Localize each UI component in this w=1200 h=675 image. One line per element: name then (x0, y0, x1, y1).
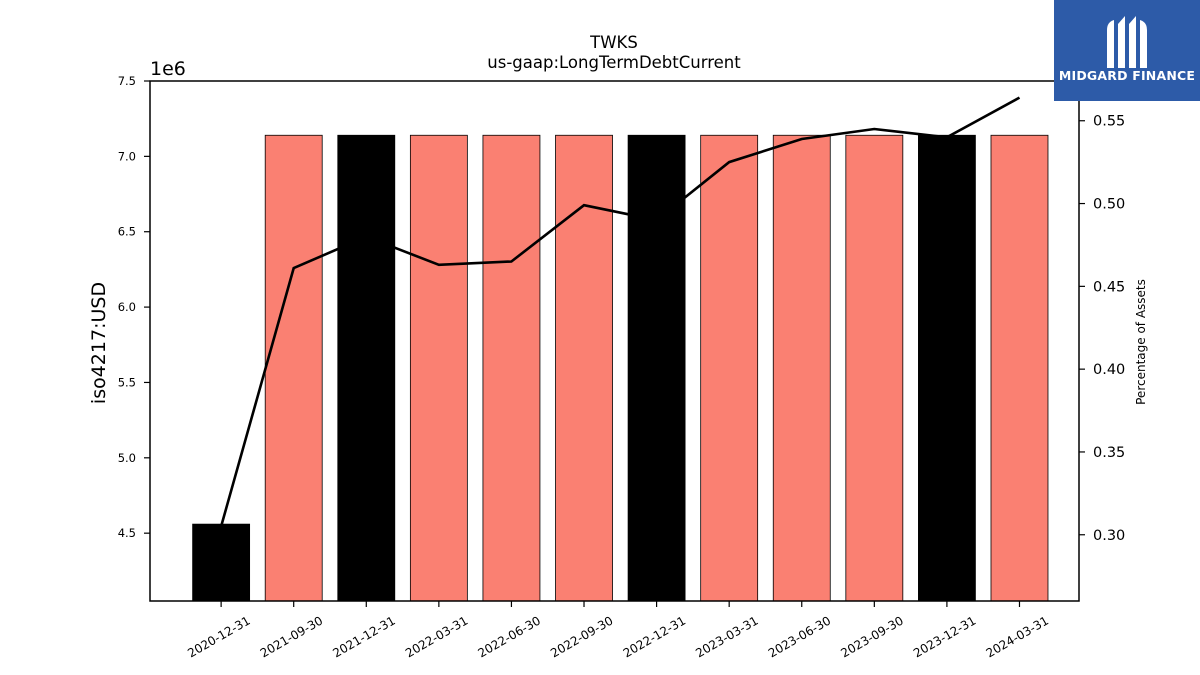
y2-tick-label: 0.40 (1093, 362, 1125, 378)
x-tick-label: 2020-12-31 (185, 613, 252, 660)
bar-2022-06-30 (482, 134, 541, 602)
y2-tick-label: 0.35 (1093, 445, 1125, 461)
bar-2021-09-30 (264, 134, 323, 602)
x-tick-label: 2021-12-31 (330, 613, 397, 660)
y-tick-label: 6.0 (118, 300, 136, 314)
logo-text: MIDGARD FINANCE (1058, 68, 1196, 83)
y-tick-label: 6.5 (118, 225, 136, 239)
x-tick-label: 2022-12-31 (621, 613, 688, 660)
bar-2023-03-31 (700, 134, 759, 602)
y-tick-label: 4.5 (118, 526, 136, 540)
midgard-finance-logo: MIDGARD FINANCE (1054, 0, 1200, 101)
y-tick-label: 5.5 (118, 375, 136, 389)
secondary-y-axis: 0.30 0.35 0.40 0.45 0.50 0.55 (1079, 114, 1125, 544)
y-tick-label: 7.5 (118, 74, 136, 88)
percentage-line (219, 96, 1021, 527)
x-tick-label: 2023-03-31 (693, 613, 760, 660)
bar-2022-03-31 (409, 134, 468, 602)
y-axis-label: iso4217:USD (88, 282, 110, 404)
chart-title: TWKS (589, 33, 638, 52)
logo-mark-icon (1107, 16, 1147, 68)
y-tick-label: 7.0 (118, 149, 136, 163)
bar-2022-09-30 (555, 134, 613, 602)
y-tick-label: 5.0 (118, 451, 136, 465)
y2-tick-label: 0.45 (1093, 279, 1125, 295)
chart-subtitle: us-gaap:LongTermDebtCurrent (487, 53, 741, 72)
y-axis: 4.5 5.0 5.5 6.0 6.5 7.0 7.5 (118, 74, 150, 540)
x-tick-label: 2022-03-31 (403, 613, 470, 660)
bar-2023-06-30 (772, 134, 831, 602)
x-tick-label: 2023-06-30 (766, 613, 833, 660)
bar-2020-12-31 (192, 523, 251, 602)
y2-tick-label: 0.50 (1093, 197, 1125, 213)
y2-axis-label: Percentage of Assets (1134, 279, 1148, 405)
bars-layer (192, 134, 1049, 602)
x-tick-label: 2022-09-30 (548, 613, 615, 660)
bar-2023-09-30 (845, 134, 904, 602)
bar-2023-12-31 (918, 134, 976, 602)
y-offset-label: 1e6 (150, 58, 186, 80)
bar-2022-12-31 (627, 134, 686, 602)
bar-2021-12-31 (337, 134, 396, 602)
x-tick-label: 2023-12-31 (911, 613, 978, 660)
x-tick-label: 2024-03-31 (984, 613, 1051, 660)
x-tick-label: 2023-09-30 (838, 613, 905, 660)
x-tick-label: 2022-06-30 (476, 613, 543, 660)
plot-frame (149, 80, 1080, 602)
bar-2024-03-31 (990, 134, 1049, 602)
y2-tick-label: 0.30 (1093, 528, 1125, 544)
y2-tick-label: 0.55 (1093, 114, 1125, 130)
x-axis: 2020-12-31 2021-09-30 2021-12-31 2022-03-31… (185, 601, 1051, 660)
x-tick-label: 2021-09-30 (258, 613, 325, 660)
